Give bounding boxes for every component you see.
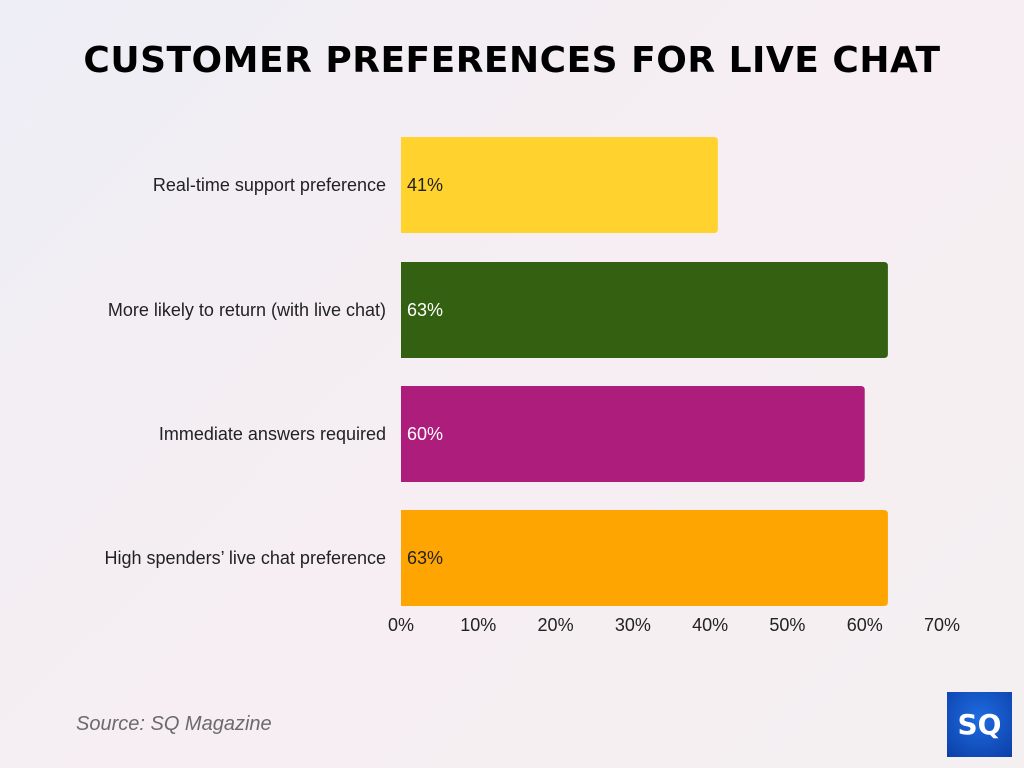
bar xyxy=(401,510,888,606)
x-tick-label: 50% xyxy=(769,615,805,635)
category-label: Real-time support preference xyxy=(153,175,386,195)
data-label: 63% xyxy=(407,300,443,320)
x-tick-label: 40% xyxy=(692,615,728,635)
x-tick-label: 10% xyxy=(460,615,496,635)
x-tick-label: 30% xyxy=(615,615,651,635)
x-tick-label: 70% xyxy=(924,615,960,635)
category-label: Immediate answers required xyxy=(159,424,386,444)
data-label: 41% xyxy=(407,175,443,195)
sq-logo: SQ xyxy=(947,692,1012,757)
x-tick-label: 20% xyxy=(538,615,574,635)
data-label: 60% xyxy=(407,424,443,444)
category-label: High spenders’ live chat preference xyxy=(105,548,387,568)
category-label: More likely to return (with live chat) xyxy=(108,300,386,320)
logo-text: SQ xyxy=(957,708,1002,741)
bar xyxy=(401,262,888,358)
source-note: Source: SQ Magazine xyxy=(76,713,272,735)
data-label: 63% xyxy=(407,548,443,568)
chart-title: CUSTOMER PREFERENCES FOR LIVE CHAT xyxy=(83,40,941,81)
x-tick-label: 0% xyxy=(388,615,414,635)
x-tick-label: 60% xyxy=(847,615,883,635)
bar xyxy=(401,137,718,233)
bar xyxy=(401,386,865,482)
